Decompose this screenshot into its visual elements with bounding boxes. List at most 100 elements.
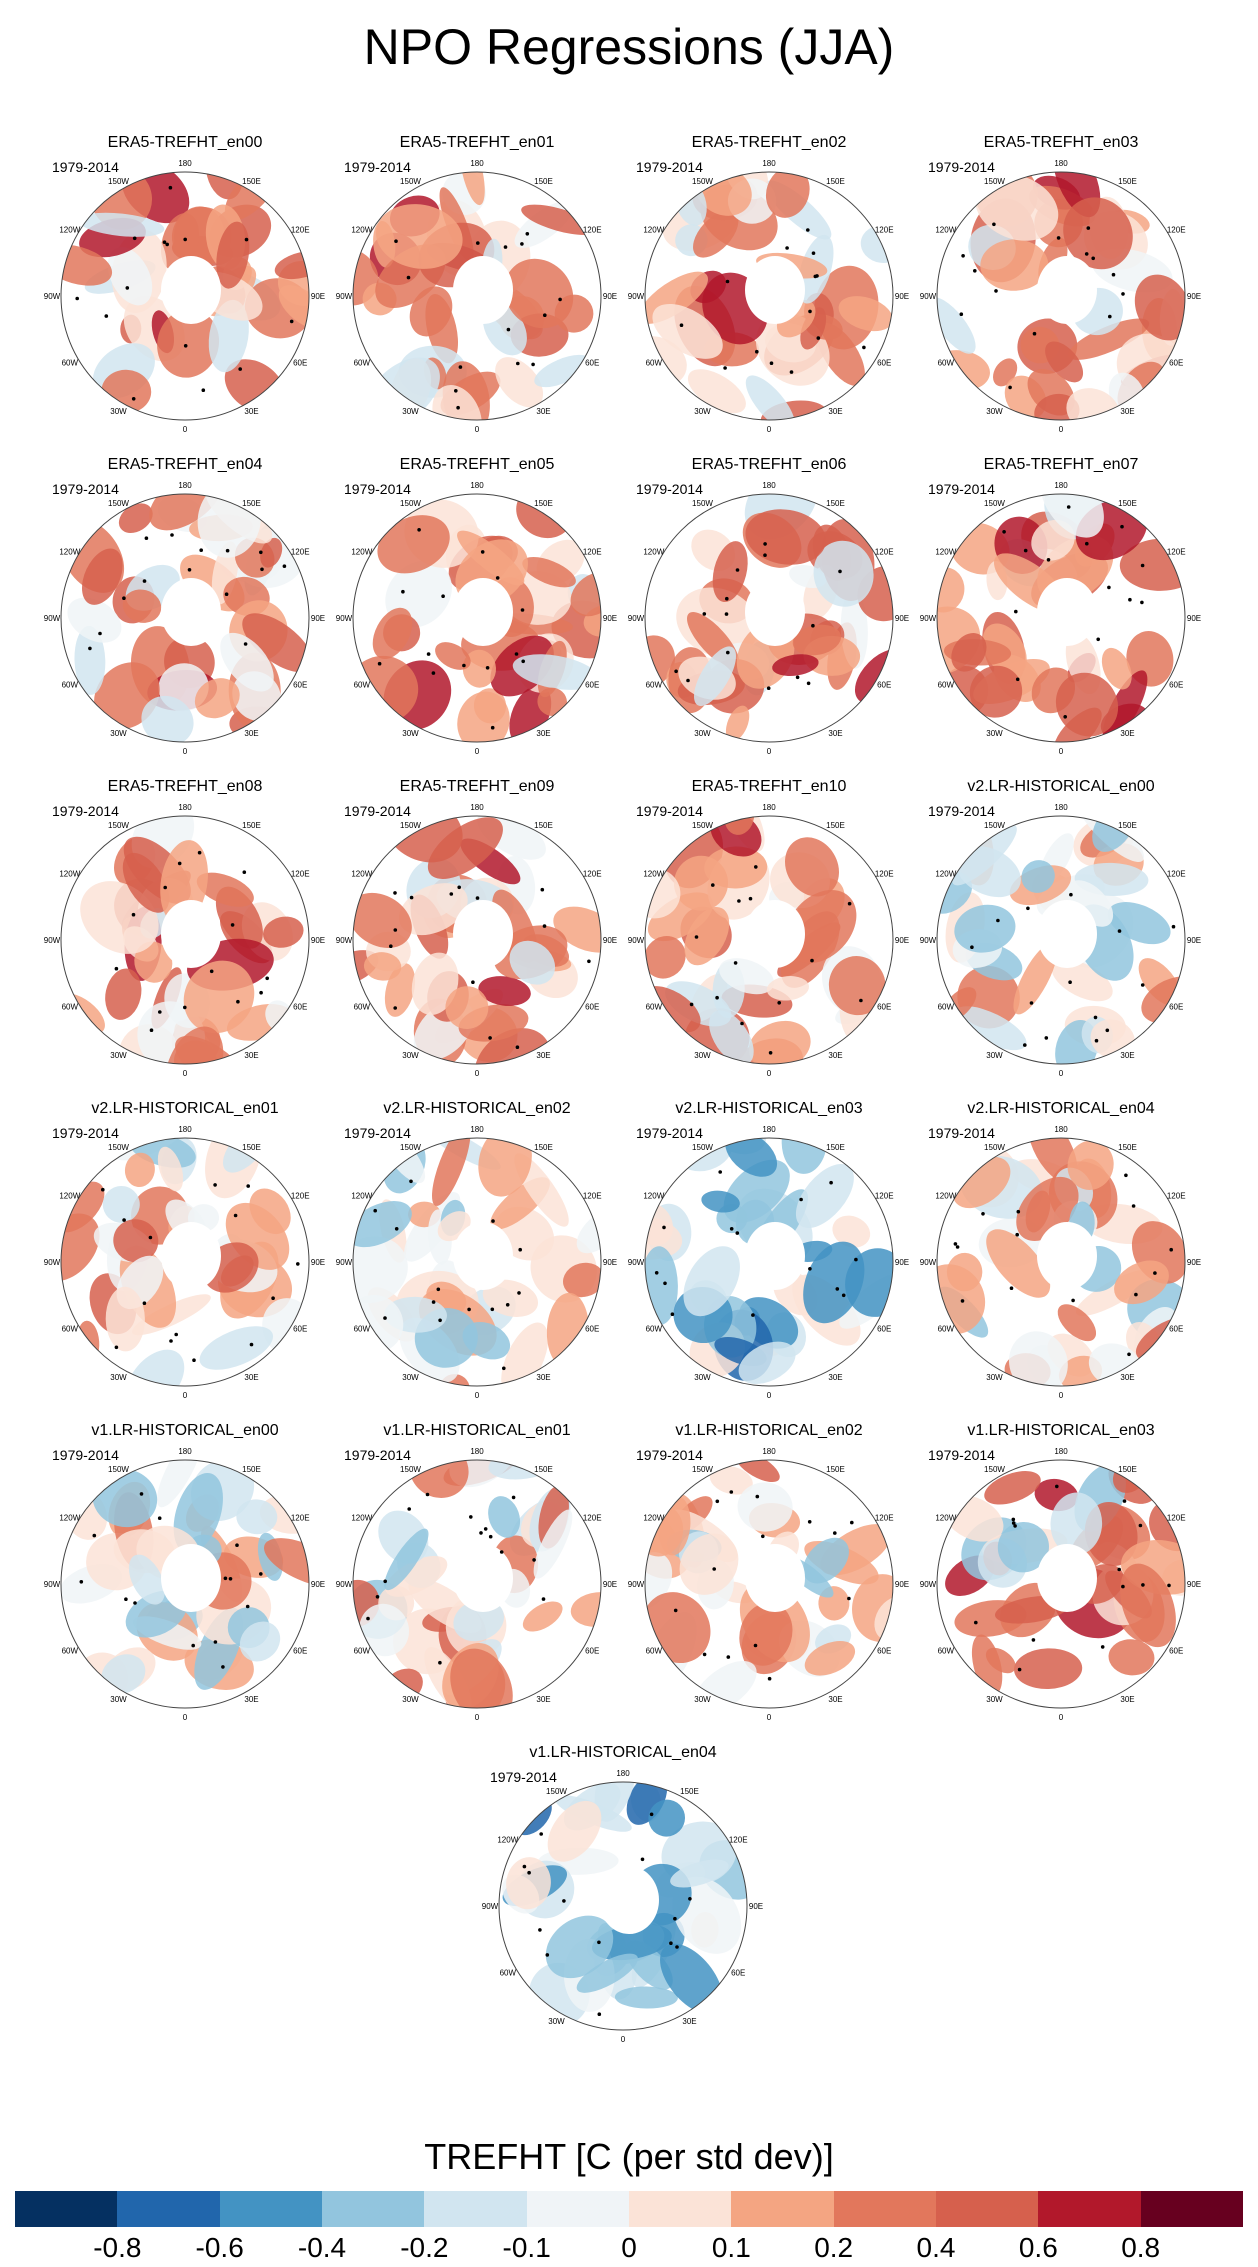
- anomaly-region: [693, 210, 739, 258]
- significance-marker: [753, 1643, 758, 1648]
- longitude-label: 60E: [585, 1647, 599, 1656]
- longitude-label: 90W: [336, 292, 353, 301]
- polar-map: 180 150W 150E 120W 120E 90W 90E 60W 60E 30W 30E 0: [628, 1447, 909, 1722]
- significance-marker: [1002, 530, 1006, 534]
- significance-marker: [654, 1271, 659, 1275]
- polar-map: 180 150W 150E 120W 120E 90W 90E 60W 60E 30W 30E 0: [336, 803, 617, 1078]
- significance-marker: [1107, 585, 1111, 590]
- significance-marker: [785, 246, 789, 250]
- temperature-field: [61, 172, 309, 420]
- longitude-label: 0: [621, 2035, 626, 2044]
- longitude-label: 120E: [583, 870, 602, 879]
- anomaly-region: [954, 904, 1016, 953]
- panel-title: v1.LR-HISTORICAL_en03: [967, 1422, 1155, 1439]
- anomaly-region: [712, 541, 748, 603]
- anomaly-region: [134, 941, 173, 983]
- significance-marker: [1013, 1524, 1017, 1528]
- anomaly-region: [719, 958, 775, 995]
- longitude-label: 60E: [1169, 1647, 1183, 1656]
- panel-period: 1979-2014: [52, 159, 119, 175]
- longitude-label: 180: [762, 803, 776, 812]
- panel-period: 1979-2014: [344, 803, 411, 819]
- longitude-label: 60E: [877, 1003, 891, 1012]
- significance-marker: [142, 579, 147, 583]
- anomaly-region: [1120, 1563, 1176, 1648]
- anomaly-region: [652, 303, 723, 359]
- longitude-label: 60W: [62, 1325, 79, 1334]
- anomaly-region: [61, 1213, 100, 1282]
- significance-marker: [1023, 548, 1028, 553]
- significance-marker: [79, 1580, 84, 1584]
- significance-marker: [187, 568, 192, 572]
- significance-marker: [221, 1665, 225, 1669]
- longitude-label: 60W: [938, 1325, 955, 1334]
- anomaly-region: [724, 816, 755, 835]
- polar-map: 180 150W 150E 120W 120E 90W 90E 60W 60E 30W 30E 0: [44, 481, 325, 756]
- significance-marker: [862, 345, 866, 350]
- significance-marker: [1055, 1484, 1059, 1489]
- longitude-label: 150W: [984, 1143, 1005, 1152]
- longitude-label: 180: [470, 159, 484, 168]
- longitude-label: 180: [762, 159, 776, 168]
- longitude-label: 150E: [242, 499, 261, 508]
- longitude-label: 30W: [402, 1373, 419, 1382]
- significance-marker: [98, 631, 102, 636]
- significance-marker: [789, 370, 794, 374]
- significance-marker: [532, 1558, 536, 1562]
- anomaly-region: [553, 906, 601, 953]
- longitude-label: 150W: [984, 1465, 1005, 1474]
- map-boundary: [352, 1459, 602, 1709]
- significance-marker: [847, 1596, 851, 1601]
- significance-marker: [114, 1345, 119, 1350]
- longitude-label: 90W: [920, 936, 937, 945]
- colorbar-swatch: [936, 2191, 1039, 2227]
- anomaly-region: [785, 837, 839, 897]
- longitude-label: 120W: [59, 226, 80, 235]
- longitude-label: 30E: [828, 1051, 842, 1060]
- panel-period: 1979-2014: [928, 803, 995, 819]
- panel-title: v1.LR-HISTORICAL_en04: [529, 1744, 717, 1761]
- arctic-ocean: [453, 1222, 513, 1290]
- longitude-label: 0: [767, 1069, 772, 1078]
- anomaly-region: [723, 1159, 790, 1223]
- temperature-field: [61, 816, 309, 1064]
- longitude-label: 30E: [828, 1373, 842, 1382]
- significance-marker: [795, 675, 800, 680]
- significance-marker: [457, 885, 461, 890]
- anomaly-region: [495, 357, 544, 408]
- arctic-ocean: [745, 1544, 805, 1612]
- colorbar-title: TREFHT [C (per std dev)]: [424, 2136, 834, 2177]
- anomaly-region: [363, 952, 402, 981]
- longitude-label: 0: [183, 1069, 188, 1078]
- significance-marker: [246, 1184, 250, 1188]
- significance-marker: [1056, 236, 1061, 240]
- longitude-label: 60W: [354, 1647, 371, 1656]
- anomaly-region: [980, 239, 1049, 291]
- longitude-label: 0: [1059, 1713, 1064, 1722]
- longitude-label: 90W: [44, 1258, 61, 1267]
- anomaly-region: [409, 1460, 469, 1498]
- temperature-field: [645, 1460, 893, 1708]
- longitude-label: 0: [475, 1069, 480, 1078]
- longitude-label: 0: [183, 747, 188, 756]
- significance-marker: [245, 1604, 250, 1609]
- longitude-label: 150W: [400, 177, 421, 186]
- anomaly-region: [157, 1146, 184, 1192]
- significance-marker: [142, 1301, 147, 1305]
- anomaly-region: [745, 509, 826, 565]
- anomaly-region: [832, 1215, 871, 1248]
- longitude-label: 0: [475, 747, 480, 756]
- anomaly-region: [199, 1326, 274, 1370]
- significance-marker: [75, 296, 79, 301]
- significance-marker: [289, 319, 294, 324]
- temperature-field: [353, 494, 601, 742]
- colorbar-tick-label: -0.8: [93, 2232, 142, 2263]
- anomaly-region: [122, 852, 170, 913]
- longitude-label: 90W: [44, 614, 61, 623]
- anomaly-region: [504, 258, 574, 329]
- arctic-ocean: [453, 900, 513, 968]
- significance-marker: [131, 912, 136, 917]
- longitude-label: 150W: [400, 499, 421, 508]
- anomaly-region: [157, 308, 220, 378]
- anomaly-region: [813, 540, 874, 607]
